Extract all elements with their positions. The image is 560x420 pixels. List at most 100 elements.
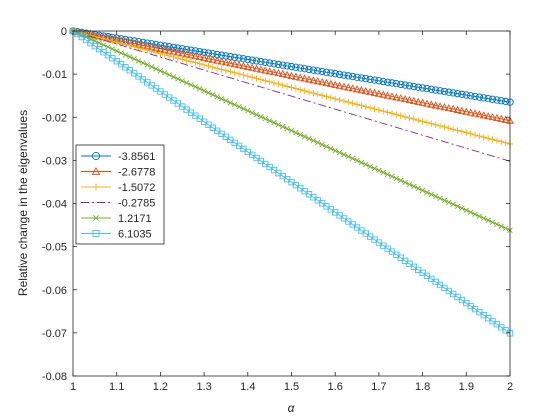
data-point — [463, 207, 470, 214]
data-point — [291, 72, 300, 80]
data-point — [248, 56, 256, 64]
data-point — [493, 96, 501, 104]
legend: -3.8561 -2.6778 -1.5072 -0.2785 1.2171 6.1035 — [75, 144, 165, 245]
y-axis-label: Relative change in the eigenvalues — [16, 110, 30, 296]
data-point — [383, 78, 392, 86]
data-point — [183, 80, 190, 86]
data-point — [122, 52, 129, 58]
legend-entry: 6.1035 — [81, 229, 152, 241]
data-point — [322, 68, 331, 76]
data-point — [300, 74, 309, 82]
data-point — [179, 78, 185, 84]
data-point — [344, 72, 352, 80]
data-point — [309, 76, 318, 84]
data-point — [279, 82, 286, 89]
x-axis-label: α — [288, 401, 296, 415]
data-point — [432, 193, 439, 200]
data-point — [314, 67, 322, 75]
data-point — [361, 86, 370, 95]
data-point — [165, 52, 173, 60]
legend-label: -2.6778 — [118, 167, 155, 179]
data-point — [283, 70, 292, 78]
data-point — [92, 229, 100, 238]
data-point — [280, 123, 286, 130]
data-point — [428, 120, 435, 127]
data-point — [275, 80, 282, 88]
data-point — [130, 43, 138, 51]
data-point — [200, 53, 209, 61]
data-point — [301, 87, 308, 95]
data-point — [196, 60, 203, 67]
data-point — [279, 61, 287, 69]
data-point — [366, 87, 375, 96]
data-point — [296, 64, 304, 72]
data-point — [148, 64, 155, 70]
data-point — [449, 89, 457, 97]
data-point — [183, 57, 190, 64]
data-point — [484, 94, 492, 103]
data-point — [492, 113, 501, 122]
data-point — [358, 159, 365, 166]
data-point — [384, 109, 391, 116]
data-point — [165, 43, 173, 51]
data-point — [217, 57, 226, 65]
data-point — [371, 165, 378, 172]
data-point — [252, 64, 261, 72]
data-point — [166, 72, 172, 78]
data-point — [214, 65, 221, 72]
data-point — [210, 92, 216, 98]
data-point — [497, 114, 506, 122]
data-point — [409, 96, 418, 104]
data-point — [239, 61, 248, 69]
data-point — [253, 75, 260, 82]
data-point — [196, 47, 204, 56]
data-point — [380, 108, 387, 115]
data-point — [153, 66, 159, 72]
data-point — [388, 79, 396, 87]
data-point — [436, 102, 445, 110]
data-point — [265, 59, 274, 67]
x-tick-label: 1.6 — [328, 381, 343, 393]
data-point — [105, 44, 111, 50]
data-point — [305, 65, 313, 74]
data-point — [170, 53, 177, 61]
data-point — [362, 75, 370, 83]
data-point — [218, 66, 225, 73]
data-point — [127, 54, 133, 60]
data-point — [463, 129, 470, 136]
data-point — [459, 205, 465, 212]
data-point — [209, 63, 217, 71]
data-point — [162, 70, 168, 76]
data-point — [440, 87, 449, 96]
data-point — [182, 50, 191, 58]
data-point — [366, 75, 374, 84]
data-point — [331, 80, 340, 88]
data-point — [270, 68, 278, 76]
data-point — [223, 98, 229, 104]
data-point — [454, 203, 461, 210]
data-point — [245, 107, 251, 114]
y-axis: 0 -0.01 -0.02 -0.03 -0.04 -0.05 -0.06 -0.07 -0.0… — [42, 26, 510, 383]
data-point — [322, 78, 331, 87]
data-point — [423, 99, 431, 107]
data-point — [222, 67, 230, 74]
data-point — [187, 46, 195, 54]
data-point — [283, 83, 291, 90]
x-axis: 1 1.1 1.2 1.3 1.4 1.5 1.6 1.7 1.8 1.9 2 — [70, 31, 513, 393]
data-point — [427, 100, 436, 108]
data-point — [175, 76, 181, 82]
data-point — [418, 84, 427, 92]
data-point — [275, 121, 282, 128]
data-point — [326, 79, 335, 87]
data-point — [488, 112, 497, 121]
data-point — [100, 35, 107, 43]
data-point — [392, 93, 401, 101]
data-point — [310, 89, 317, 97]
data-point — [188, 82, 194, 88]
data-point — [249, 109, 255, 116]
data-point — [366, 104, 374, 112]
data-point — [274, 60, 283, 69]
data-point — [449, 104, 458, 113]
data-point — [236, 103, 242, 110]
